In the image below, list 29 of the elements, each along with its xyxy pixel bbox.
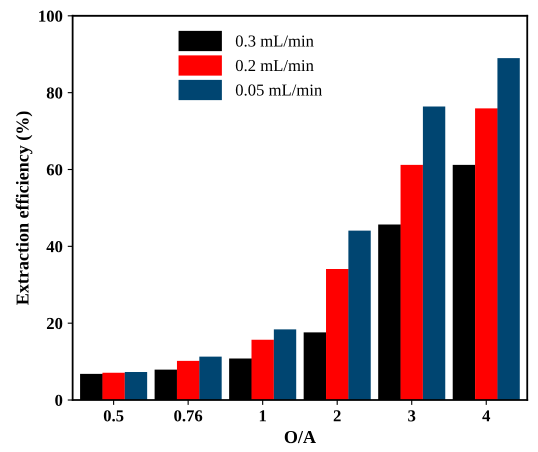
y-tick-label: 100 — [39, 10, 62, 22]
x-tick-label: 3 — [408, 410, 416, 422]
legend-label: 0.05 mL/min — [236, 84, 322, 96]
y-tick-label: 40 — [46, 241, 62, 252]
bar — [348, 230, 371, 400]
bar — [326, 269, 348, 400]
y-tick-label: 60 — [46, 164, 62, 176]
y-tick-label: 0 — [55, 394, 62, 406]
legend-label: 0.2 mL/min — [236, 60, 314, 72]
y-tick-label: 20 — [46, 318, 62, 330]
y-axis-title: Extraction efficiency (%) — [16, 111, 32, 305]
bar — [102, 372, 125, 400]
x-axis-title: O/A — [284, 430, 316, 444]
bar — [274, 329, 296, 400]
x-tick-label: 0.76 — [174, 410, 202, 422]
bar — [176, 360, 200, 400]
bar — [124, 372, 148, 400]
legend-label: 0.3 mL/min — [236, 35, 314, 47]
bar — [475, 108, 498, 400]
y-tick-label: 80 — [46, 87, 62, 99]
bar — [422, 106, 446, 400]
x-tick-label: 4 — [482, 410, 490, 422]
bar — [400, 164, 423, 400]
bar — [199, 356, 222, 400]
x-tick-label: 2 — [334, 410, 341, 422]
x-tick-label: 1 — [260, 410, 266, 422]
bar — [251, 340, 274, 400]
bar — [497, 58, 520, 400]
x-tick-label: 0.5 — [104, 410, 124, 422]
